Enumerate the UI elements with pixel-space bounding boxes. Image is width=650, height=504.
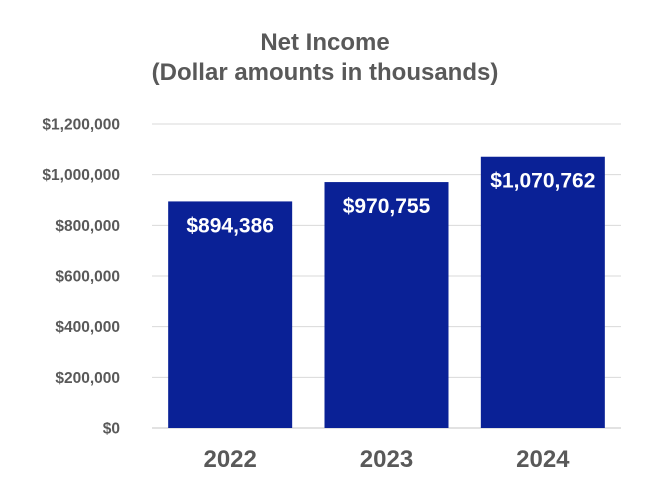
y-tick-label: $1,200,000 bbox=[42, 117, 120, 134]
data-label-2024: $1,070,762 bbox=[490, 170, 595, 193]
x-tick-label-2023: 2023 bbox=[360, 446, 413, 473]
x-axis-tick-labels: 2022 2023 2024 bbox=[203, 446, 570, 473]
x-tick-label-2022: 2022 bbox=[203, 446, 256, 473]
bar-2022 bbox=[168, 201, 293, 428]
data-label-2022: $894,386 bbox=[186, 214, 274, 237]
y-tick-label: $200,000 bbox=[55, 370, 120, 387]
y-tick-label: $1,000,000 bbox=[42, 167, 120, 184]
chart-title-line-1: Net Income bbox=[260, 29, 389, 56]
x-tick-label-2024: 2024 bbox=[516, 446, 570, 473]
data-labels: $894,386 $970,755 $1,070,762 bbox=[186, 170, 595, 238]
data-label-2023: $970,755 bbox=[343, 195, 431, 218]
y-tick-label: $800,000 bbox=[55, 218, 120, 235]
bar-2024 bbox=[480, 156, 605, 428]
bars bbox=[168, 156, 605, 428]
y-tick-label: $400,000 bbox=[55, 319, 120, 336]
chart-title-line-2: (Dollar amounts in thousands) bbox=[152, 59, 499, 86]
bar-2023 bbox=[324, 182, 449, 428]
y-tick-label: $600,000 bbox=[55, 269, 120, 286]
y-tick-label: $0 bbox=[103, 421, 120, 438]
y-axis-tick-labels: $0 $200,000 $400,000 $600,000 $800,000 $1,000… bbox=[42, 117, 120, 438]
